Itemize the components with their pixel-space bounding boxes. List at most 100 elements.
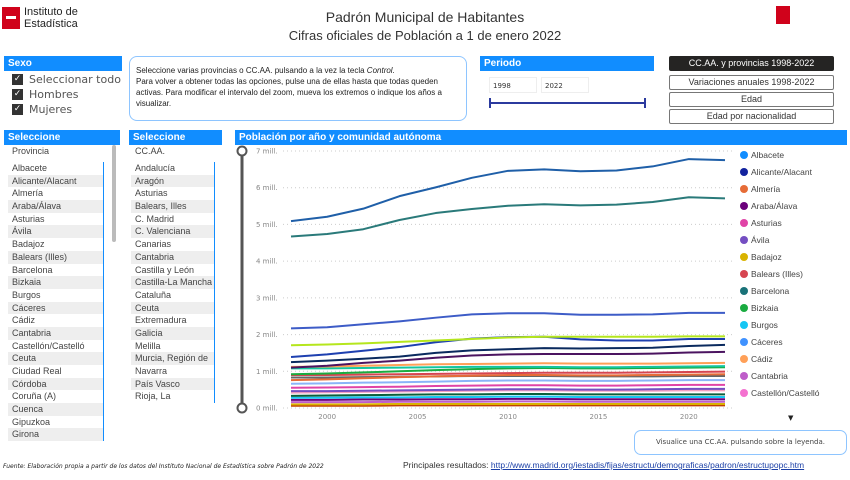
legend-item[interactable]: Araba/Álava: [740, 197, 820, 214]
provincia-list-item[interactable]: Ciudad Real: [12, 366, 62, 376]
checkbox-select-all[interactable]: ✓ Seleccionar todo: [12, 73, 121, 86]
ccaa-list-item[interactable]: País Vasco: [131, 377, 214, 391]
legend-scroll-down-icon[interactable]: ▼: [788, 414, 794, 422]
madrid-logo: [776, 6, 839, 24]
sexo-filter: ✓ Seleccionar todo ✓ Hombres ✓ Mujeres: [12, 72, 121, 117]
slider-handle-start[interactable]: [489, 98, 491, 108]
series-line: [291, 395, 725, 399]
provincia-list-item[interactable]: Coruña (A): [12, 391, 57, 402]
provincia-list-item[interactable]: Castellón/Castelló: [12, 340, 85, 351]
ccaa-list-item[interactable]: Melilla: [135, 340, 161, 351]
provincia-list-item[interactable]: Cáceres: [8, 301, 103, 315]
slider-handle-end[interactable]: [644, 98, 646, 108]
ccaa-list-item[interactable]: C. Valenciana: [131, 225, 214, 239]
series-line: [290, 343, 726, 364]
provincia-list-item[interactable]: Cuenca: [8, 403, 103, 416]
legend-item[interactable]: Albacete: [740, 146, 820, 163]
legend-dot-icon: [740, 303, 748, 312]
ccaa-list-item[interactable]: Murcia, Región de: [131, 352, 214, 365]
provincia-list-item[interactable]: Badajoz: [12, 239, 45, 250]
provincia-list-item[interactable]: Cantabria: [8, 326, 103, 340]
legend-item[interactable]: Badajoz: [740, 248, 820, 265]
provincia-list-item[interactable]: Balears (Illes): [8, 250, 103, 264]
ccaa-list-item[interactable]: Extremadura: [135, 315, 187, 326]
results-link[interactable]: http://www.madrid.org/iestadis/fijas/est…: [490, 460, 805, 470]
check-icon: ✓: [12, 89, 23, 100]
ccaa-list-item[interactable]: Aragón: [131, 174, 214, 188]
provincia-scrollbar[interactable]: [112, 145, 116, 242]
legend-item[interactable]: Asturias: [740, 214, 820, 231]
legend-item[interactable]: Cádiz: [740, 350, 820, 367]
legend-item[interactable]: Balears (Illes): [740, 265, 820, 282]
legend-item[interactable]: Bizkaia: [740, 299, 820, 316]
ccaa-list-item[interactable]: Castilla y León: [135, 264, 195, 275]
provincia-list-item[interactable]: Ceuta: [8, 352, 103, 365]
legend-dot-icon: [740, 371, 748, 380]
y-zoom-handle-bottom[interactable]: [236, 402, 248, 414]
provincia-list-item[interactable]: Alicante/Alacant: [8, 174, 103, 188]
ccaa-list-item[interactable]: Canarias: [135, 239, 172, 250]
ccaa-list-item[interactable]: Ceuta: [131, 301, 214, 315]
legend-dot-icon: [740, 167, 748, 176]
provincia-list-item[interactable]: Cádiz: [12, 315, 36, 326]
series-line: [290, 361, 726, 368]
y-tick-label: 2 mill.: [256, 331, 278, 339]
ccaa-list-item[interactable]: Galicia: [131, 326, 214, 340]
ccaa-list-item[interactable]: Andalucía: [135, 163, 176, 173]
ccaa-list-item[interactable]: Balears, Illes: [131, 200, 214, 213]
legend-item[interactable]: Barcelona: [740, 282, 820, 299]
legend-item[interactable]: Cantabria: [740, 367, 820, 384]
ccaa-list-item[interactable]: Castilla-La Mancha: [131, 276, 214, 289]
provincia-list-item[interactable]: Ávila: [8, 225, 103, 239]
y-zoom-handle-top[interactable]: [236, 145, 248, 157]
provincia-list-item[interactable]: Albacete: [12, 163, 48, 173]
ccaa-slicer-header: Seleccione: [129, 130, 222, 145]
provincia-list-item[interactable]: Asturias: [12, 213, 45, 224]
ccaa-list: Andalucía Aragón Asturias Balears, Illes C. …: [131, 162, 215, 404]
legend-item[interactable]: Burgos: [740, 316, 820, 333]
series-line: [290, 196, 726, 238]
provincia-list-item[interactable]: Córdoba: [8, 377, 103, 391]
y-tick-label: 7 mill.: [256, 148, 278, 156]
legend-dot-icon: [740, 354, 748, 363]
ccaa-list-item[interactable]: Rioja, La: [135, 391, 171, 402]
ine-logo-text: Instituto de Estadística: [24, 6, 78, 30]
legend-item[interactable]: Castellón/Castelló: [740, 384, 820, 401]
checkbox-hombres[interactable]: ✓ Hombres: [12, 88, 79, 101]
period-slider[interactable]: [489, 98, 646, 108]
provincia-list-item[interactable]: Girona: [8, 428, 103, 442]
provincia-list: Albacete Alicante/Alacant Almería Araba/Ála…: [8, 162, 104, 442]
x-tick-label: 2010: [499, 413, 517, 421]
provincia-list-item[interactable]: Almería: [12, 188, 44, 199]
ccaa-list-item[interactable]: Cataluña: [135, 289, 172, 300]
ccaa-list-item[interactable]: Navarra: [135, 366, 168, 376]
ccaa-list-item[interactable]: Asturias: [135, 188, 168, 199]
legend-dot-icon: [740, 388, 748, 397]
legend-item[interactable]: Almería: [740, 180, 820, 197]
provincia-list-item[interactable]: Gipuzkoa: [12, 416, 51, 427]
y-tick-label: 3 mill.: [256, 294, 278, 302]
instructions-box: Seleccione varias provincias o CC.AA. pu…: [129, 56, 467, 121]
year-to-input[interactable]: 2022: [541, 77, 589, 93]
year-from-input[interactable]: 1998: [489, 77, 537, 93]
provincia-list-item[interactable]: Barcelona: [12, 264, 53, 275]
nav-button-edad[interactable]: Edad: [669, 92, 834, 107]
checkbox-mujeres[interactable]: ✓ Mujeres: [12, 103, 73, 116]
legend-item[interactable]: Alicante/Alacant: [740, 163, 820, 180]
provincia-list-item[interactable]: Araba/Álava: [8, 200, 103, 213]
series-line: [290, 373, 726, 382]
provincia-list-item[interactable]: Burgos: [12, 289, 41, 300]
ccaa-list-item[interactable]: C. Madrid: [135, 213, 175, 224]
nav-button-edad-nacionalidad[interactable]: Edad por nacionalidad: [669, 109, 834, 124]
nav-button-variaciones[interactable]: Variaciones anuales 1998-2022: [669, 75, 834, 90]
nav-button-ccaa-provincias[interactable]: CC.AA. y provincias 1998-2022: [669, 56, 834, 71]
legend-item[interactable]: Ávila: [740, 231, 820, 248]
series-line: [291, 387, 725, 393]
ccaa-list-item[interactable]: Cantabria: [131, 250, 214, 264]
series-line: [290, 158, 726, 223]
legend-item[interactable]: Cáceres: [740, 333, 820, 350]
series-line: [290, 366, 726, 376]
provincia-list-item[interactable]: Bizkaia: [8, 276, 103, 289]
legend-dot-icon: [740, 201, 748, 210]
